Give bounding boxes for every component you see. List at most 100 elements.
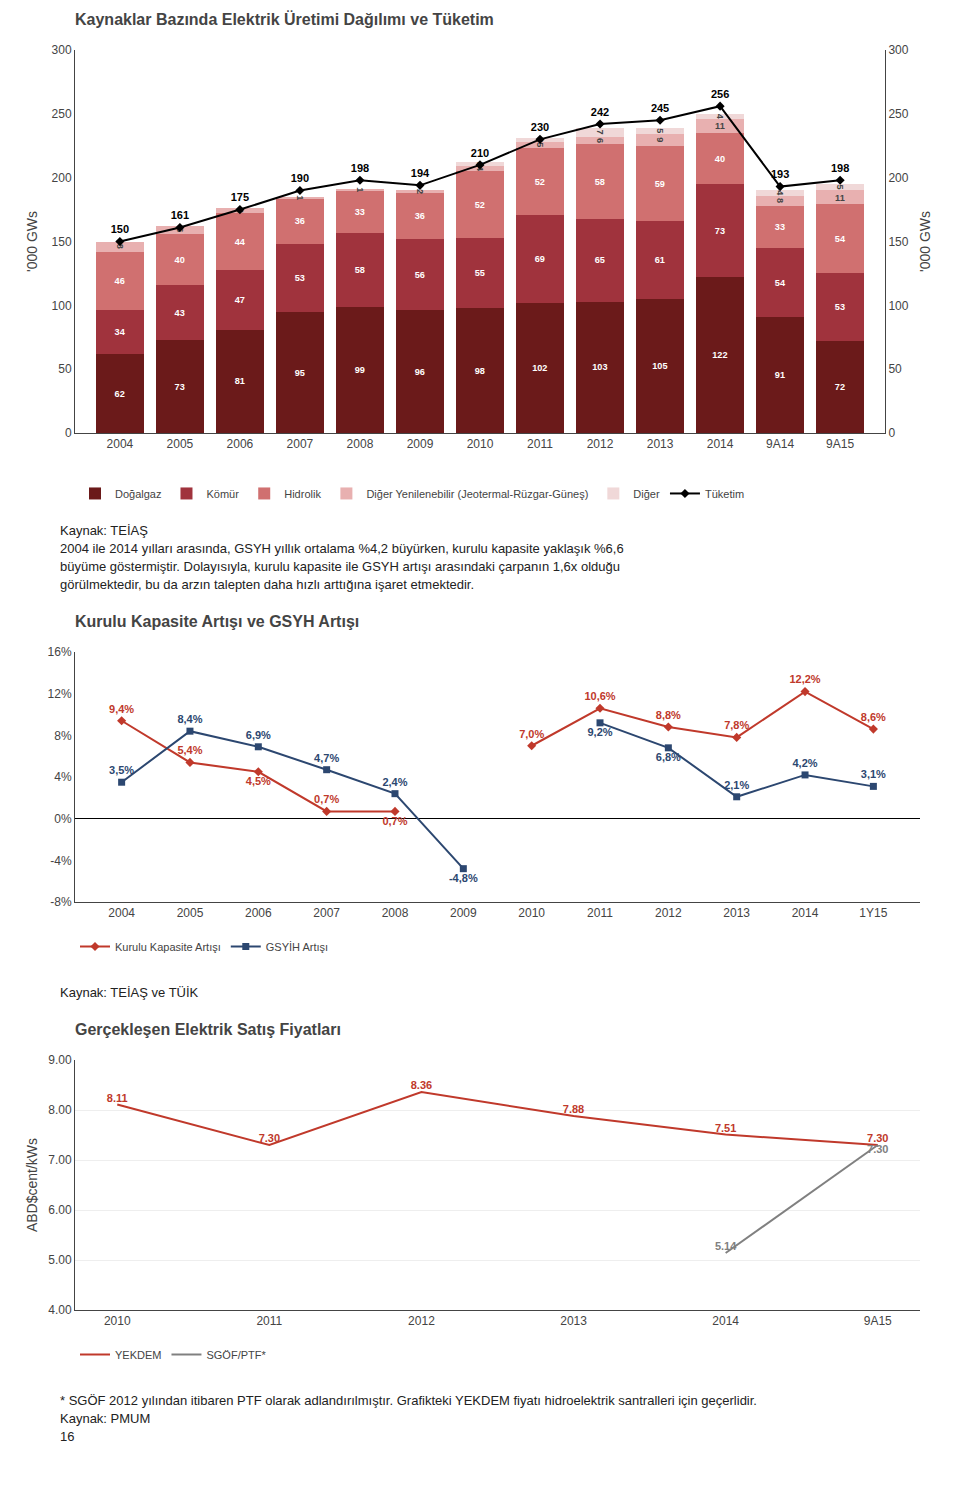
svg-text:150: 150 bbox=[888, 235, 908, 249]
svg-text:150: 150 bbox=[52, 235, 72, 249]
svg-text:81: 81 bbox=[235, 376, 245, 386]
svg-text:10,6%: 10,6% bbox=[584, 690, 615, 702]
svg-text:8,8%: 8,8% bbox=[656, 709, 681, 721]
svg-text:8.00: 8.00 bbox=[48, 1103, 72, 1117]
svg-text:Kurulu Kapasite Artışı: Kurulu Kapasite Artışı bbox=[115, 941, 221, 953]
svg-text:4,2%: 4,2% bbox=[792, 757, 817, 769]
svg-text:9,4%: 9,4% bbox=[109, 703, 134, 715]
svg-text:'000 GWs: '000 GWs bbox=[917, 211, 933, 272]
svg-text:2014: 2014 bbox=[707, 437, 734, 451]
svg-text:2012: 2012 bbox=[587, 437, 614, 451]
svg-text:4: 4 bbox=[775, 190, 785, 196]
svg-text:7.51: 7.51 bbox=[715, 1122, 736, 1134]
svg-text:9A15: 9A15 bbox=[864, 1314, 892, 1328]
svg-text:2006: 2006 bbox=[227, 437, 254, 451]
svg-text:95: 95 bbox=[295, 368, 305, 378]
svg-text:9,2%: 9,2% bbox=[587, 726, 612, 738]
svg-text:54: 54 bbox=[775, 278, 786, 288]
svg-text:Gerçekleşen Elektrik Satış Fiy: Gerçekleşen Elektrik Satış Fiyatları bbox=[75, 1021, 341, 1038]
svg-text:7,0%: 7,0% bbox=[519, 728, 544, 740]
svg-text:3: 3 bbox=[475, 162, 485, 167]
svg-text:54: 54 bbox=[835, 234, 846, 244]
svg-text:2008: 2008 bbox=[347, 437, 374, 451]
svg-text:53: 53 bbox=[295, 273, 305, 283]
svg-text:2004: 2004 bbox=[108, 906, 135, 920]
svg-text:2009: 2009 bbox=[450, 906, 477, 920]
svg-text:Diğer Yenilenebilir (Jeotermal: Diğer Yenilenebilir (Jeotermal-Rüzgar-Gü… bbox=[366, 488, 588, 500]
svg-text:1: 1 bbox=[295, 195, 305, 200]
svg-text:5: 5 bbox=[655, 128, 665, 133]
svg-text:2011: 2011 bbox=[527, 437, 553, 451]
svg-text:200: 200 bbox=[888, 171, 908, 185]
svg-text:56: 56 bbox=[415, 270, 425, 280]
svg-text:4: 4 bbox=[235, 208, 245, 214]
svg-text:58: 58 bbox=[355, 265, 365, 275]
svg-text:8%: 8% bbox=[54, 729, 72, 743]
svg-text:161: 161 bbox=[171, 209, 189, 221]
svg-text:40: 40 bbox=[175, 255, 185, 265]
svg-text:1Y15: 1Y15 bbox=[859, 906, 887, 920]
svg-text:102: 102 bbox=[532, 363, 547, 373]
svg-text:2009: 2009 bbox=[407, 437, 434, 451]
svg-text:2012: 2012 bbox=[408, 1314, 435, 1328]
svg-text:50: 50 bbox=[58, 362, 72, 376]
svg-text:96: 96 bbox=[415, 367, 425, 377]
svg-text:Kurulu Kapasite Artışı ve GSYH: Kurulu Kapasite Artışı ve GSYH Artışı bbox=[75, 613, 359, 630]
svg-text:5.00: 5.00 bbox=[48, 1253, 72, 1267]
svg-text:2006: 2006 bbox=[245, 906, 272, 920]
svg-text:5.14: 5.14 bbox=[715, 1240, 737, 1252]
svg-text:6,8%: 6,8% bbox=[656, 751, 681, 763]
svg-text:Diğer: Diğer bbox=[633, 488, 660, 500]
svg-text:73: 73 bbox=[715, 226, 725, 236]
svg-text:7.88: 7.88 bbox=[563, 1103, 584, 1115]
svg-text:'000 GWs: '000 GWs bbox=[24, 211, 40, 272]
svg-text:3,1%: 3,1% bbox=[861, 768, 886, 780]
svg-text:3: 3 bbox=[535, 137, 545, 142]
svg-text:5: 5 bbox=[535, 142, 545, 147]
svg-text:69: 69 bbox=[535, 254, 545, 264]
svg-text:8: 8 bbox=[115, 244, 125, 249]
svg-text:73: 73 bbox=[175, 382, 185, 392]
svg-text:99: 99 bbox=[355, 365, 365, 375]
svg-text:-4%: -4% bbox=[50, 854, 72, 868]
svg-text:210: 210 bbox=[471, 147, 489, 159]
svg-text:52: 52 bbox=[475, 200, 485, 210]
svg-text:190: 190 bbox=[291, 172, 309, 184]
svg-text:ABD$cent/kWs: ABD$cent/kWs bbox=[24, 1138, 40, 1232]
svg-text:2010: 2010 bbox=[467, 437, 494, 451]
svg-text:198: 198 bbox=[351, 162, 369, 174]
svg-text:Tüketim: Tüketim bbox=[705, 488, 744, 500]
svg-text:3,5%: 3,5% bbox=[109, 764, 134, 776]
svg-text:SGÖF/PTF*: SGÖF/PTF* bbox=[206, 1349, 266, 1361]
svg-text:242: 242 bbox=[591, 106, 609, 118]
svg-text:245: 245 bbox=[651, 102, 669, 114]
svg-text:2013: 2013 bbox=[560, 1314, 587, 1328]
svg-text:8,6%: 8,6% bbox=[861, 711, 886, 723]
svg-text:1: 1 bbox=[355, 187, 365, 192]
svg-text:65: 65 bbox=[595, 255, 605, 265]
svg-text:300: 300 bbox=[888, 43, 908, 57]
svg-text:53: 53 bbox=[835, 302, 845, 312]
svg-text:6: 6 bbox=[595, 138, 605, 143]
svg-text:300: 300 bbox=[52, 43, 72, 57]
svg-text:100: 100 bbox=[888, 299, 908, 313]
svg-text:6.00: 6.00 bbox=[48, 1203, 72, 1217]
svg-text:4,7%: 4,7% bbox=[314, 752, 339, 764]
svg-text:103: 103 bbox=[592, 362, 607, 372]
svg-text:8,4%: 8,4% bbox=[177, 713, 202, 725]
svg-text:2008: 2008 bbox=[382, 906, 409, 920]
svg-text:105: 105 bbox=[652, 361, 667, 371]
svg-text:0: 0 bbox=[65, 426, 72, 440]
svg-text:230: 230 bbox=[531, 121, 549, 133]
svg-text:150: 150 bbox=[111, 223, 129, 235]
svg-text:0,7%: 0,7% bbox=[314, 793, 339, 805]
svg-text:Hidrolik: Hidrolik bbox=[284, 488, 321, 500]
svg-text:7.30: 7.30 bbox=[867, 1132, 888, 1144]
svg-text:33: 33 bbox=[775, 222, 785, 232]
svg-text:9A14: 9A14 bbox=[766, 437, 794, 451]
svg-text:8.36: 8.36 bbox=[411, 1079, 432, 1091]
svg-text:6,9%: 6,9% bbox=[246, 729, 271, 741]
svg-text:100: 100 bbox=[52, 299, 72, 313]
svg-text:50: 50 bbox=[888, 362, 902, 376]
svg-text:62: 62 bbox=[115, 389, 125, 399]
